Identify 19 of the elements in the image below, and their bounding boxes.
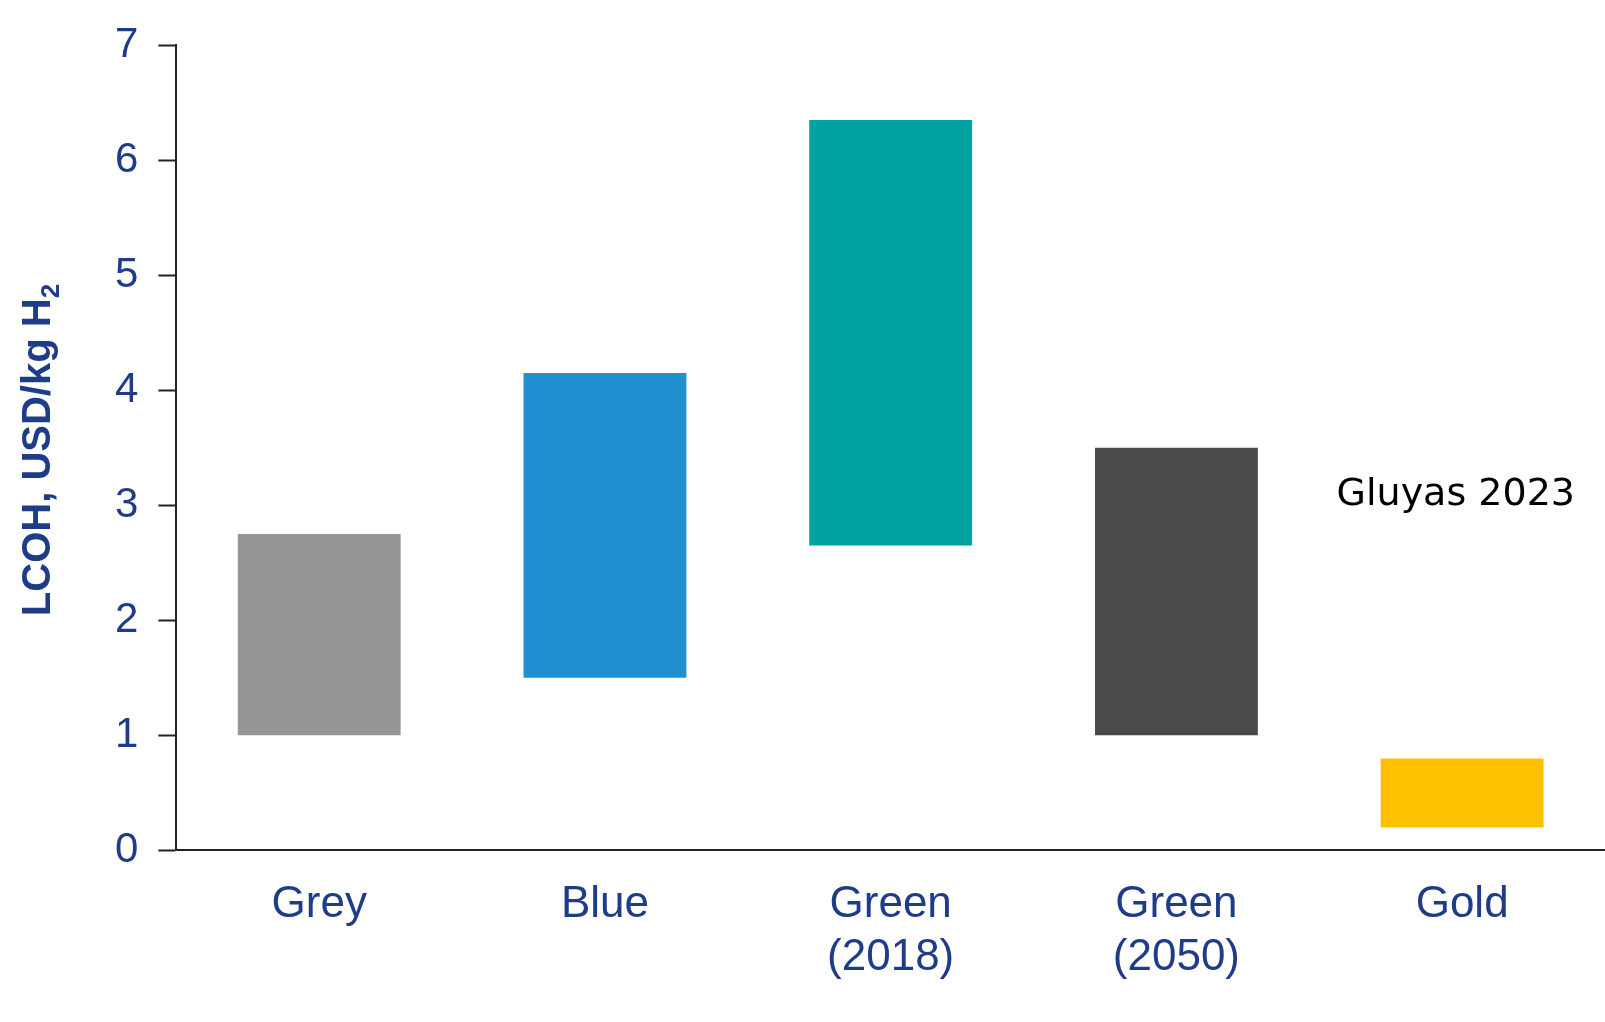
y-tick-label: 5 — [115, 248, 139, 296]
y-tick-label: 0 — [115, 823, 139, 871]
y-tick-label: 1 — [115, 708, 139, 756]
y-tick-label: 4 — [115, 363, 139, 411]
x-tick-label: Gold — [1415, 876, 1509, 926]
y-tick-label: 6 — [115, 133, 139, 181]
y-tick-label: 2 — [115, 593, 139, 641]
bar — [1094, 447, 1258, 736]
x-tick-label: Green (2050) — [1112, 876, 1240, 979]
bar — [1380, 758, 1544, 828]
bar — [237, 534, 401, 736]
annotation: Gluyas 2023 — [1336, 470, 1575, 514]
x-tick-label: Green (2018) — [827, 876, 955, 979]
x-tick-label: Blue — [560, 876, 649, 926]
y-tick-label: 7 — [115, 18, 139, 66]
y-tick-label: 3 — [115, 478, 139, 526]
bar — [523, 373, 687, 678]
x-tick-label: Grey — [271, 876, 367, 926]
bar — [809, 119, 973, 546]
